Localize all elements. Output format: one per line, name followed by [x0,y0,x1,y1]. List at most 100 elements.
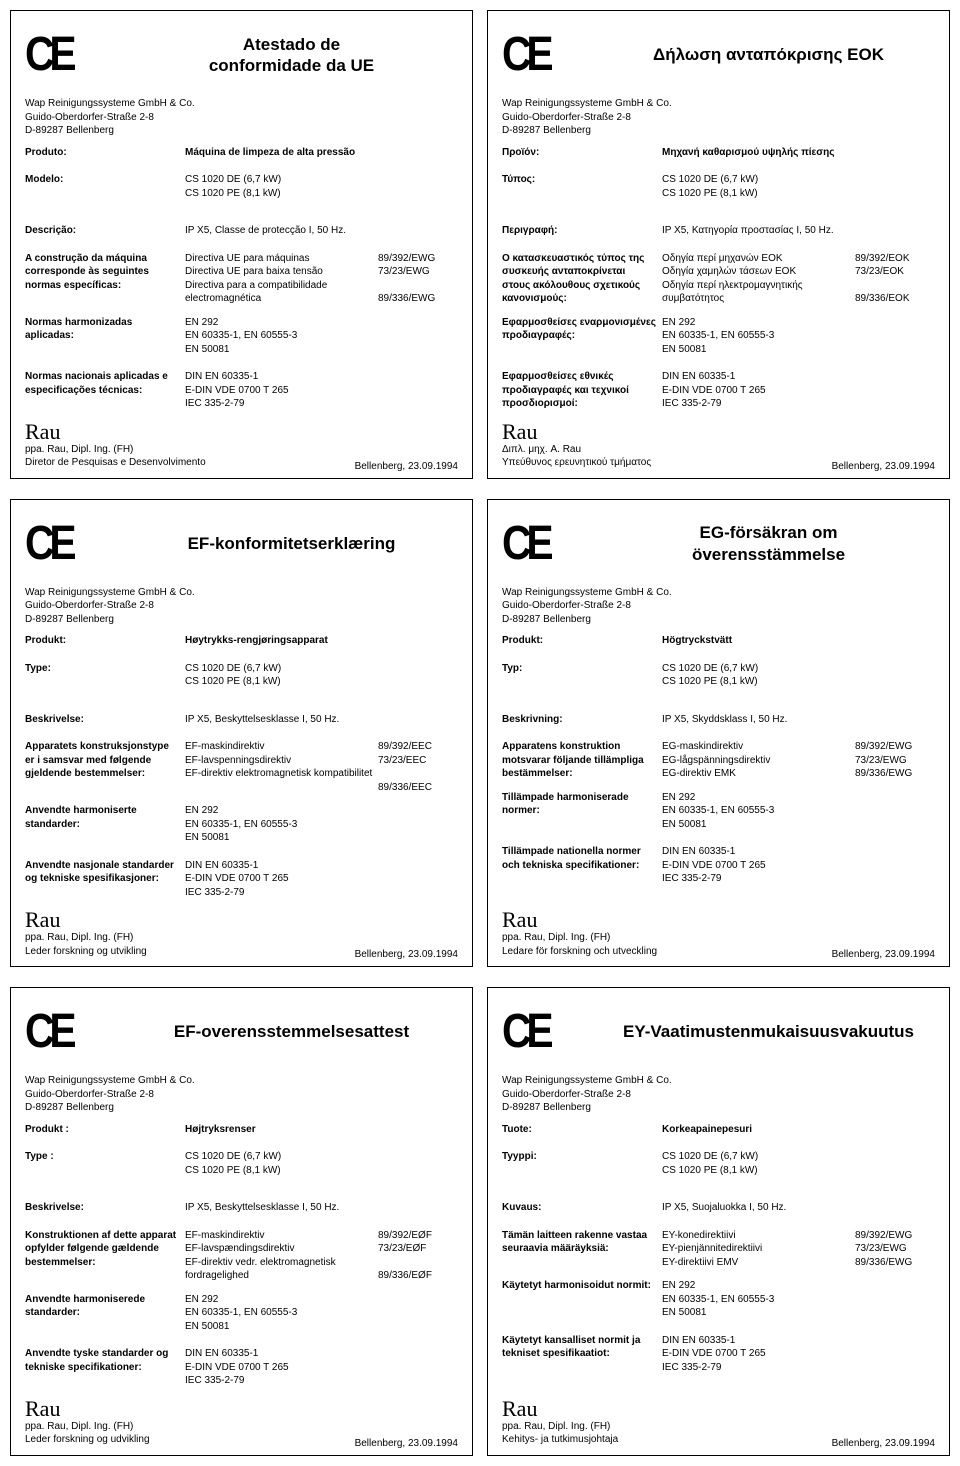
location-date: Bellenberg, 23.09.1994 [832,461,935,472]
label-product: Tuote: [502,1123,662,1137]
company-name: Wap Reinigungssysteme GmbH & Co. [502,586,935,600]
company-street: Guido-Oberdorfer-Straße 2-8 [25,111,458,125]
ce-mark: CE [502,31,587,79]
label-directives: Konstruktionen af dette apparat opfylder… [25,1229,185,1283]
company-city: D-89287 Bellenberg [502,124,935,138]
value-description: IP X5, Beskyttelsesklasse I, 50 Hz. [185,713,458,727]
label-model: Τύπος: [502,173,662,200]
label-harmonized: Normas harmonizadas aplicadas: [25,316,185,357]
value-harmonized: EN 292 EN 60335-1, EN 60555-3 EN 50081 [185,1293,458,1334]
directive-codes: 89/392/EWG 73/23/EWG 89/336/EWG [855,740,935,781]
row-description: Kuvaus: IP X5, Suojaluokka I, 50 Hz. [502,1201,935,1215]
signature-icon: Rau [25,909,458,931]
value-description: IP X5, Beskyttelsesklasse I, 50 Hz. [185,1201,458,1215]
value-product: Høytrykks-rengjøringsapparat [185,634,458,648]
row-product: Προϊόν: Μηχανή καθαρισμού υψηλής πίεσης [502,146,935,160]
company-address: Wap Reinigungssysteme GmbH & Co. Guido-O… [502,586,935,627]
company-city: D-89287 Bellenberg [25,613,458,627]
label-product: Produkt: [25,634,185,648]
company-address: Wap Reinigungssysteme GmbH & Co. Guido-O… [25,1074,458,1115]
label-description: Descrição: [25,224,185,238]
directive-codes: 89/392/EWG 73/23/EWG 89/336/EWG [855,1229,935,1270]
company-city: D-89287 Bellenberg [502,1101,935,1115]
location-date: Bellenberg, 23.09.1994 [355,949,458,960]
value-national: DIN EN 60335-1 E-DIN VDE 0700 T 265 IEC … [185,370,458,411]
value-national: DIN EN 60335-1 E-DIN VDE 0700 T 265 IEC … [662,370,935,411]
company-street: Guido-Oberdorfer-Straße 2-8 [502,111,935,125]
directives-list: EY-konedirektiivi EY-pienjännitedirektii… [662,1229,855,1270]
card-title: EY-Vaatimustenmukaisuusvakuutus [602,1021,935,1042]
row-harmonized: Anvendte harmoniserte standarder: EN 292… [25,804,458,845]
row-description: Descrição: IP X5, Classe de protecção I,… [25,224,458,238]
signature-icon: Rau [502,1398,935,1420]
label-model: Tyyppi: [502,1150,662,1177]
value-description: IP X5, Skyddsklass I, 50 Hz. [662,713,935,727]
company-street: Guido-Oberdorfer-Straße 2-8 [25,1088,458,1102]
label-product: Produkt: [502,634,662,648]
company-city: D-89287 Bellenberg [502,613,935,627]
label-directives: Apparatens konstruktion motsvarar följan… [502,740,662,781]
ce-mark: CE [502,1008,587,1056]
company-street: Guido-Oberdorfer-Straße 2-8 [25,599,458,613]
value-national: DIN EN 60335-1 E-DIN VDE 0700 T 265 IEC … [185,1347,458,1388]
label-national: Käytetyt kansalliset normit ja tekniset … [502,1334,662,1375]
row-directives: Apparatens konstruktion motsvarar följan… [502,740,935,781]
signature-icon: Rau [502,909,935,931]
label-model: Type: [25,662,185,689]
value-harmonized: EN 292 EN 60335-1, EN 60555-3 EN 50081 [662,316,935,357]
company-name: Wap Reinigungssysteme GmbH & Co. [25,1074,458,1088]
location-date: Bellenberg, 23.09.1994 [832,1438,935,1449]
value-model: CS 1020 DE (6,7 kW) CS 1020 PE (8,1 kW) [662,662,935,689]
location-date: Bellenberg, 23.09.1994 [355,461,458,472]
value-national: DIN EN 60335-1 E-DIN VDE 0700 T 265 IEC … [662,845,935,886]
label-directives: Tämän laitteen rakenne vastaa seuraavia … [502,1229,662,1270]
card-header: CE EG-försäkran omöverensstämmelse [502,512,935,576]
signer-name: ppa. Rau, Dipl. Ing. (FH) [502,931,935,945]
row-product: Produto: Máquina de limpeza de alta pres… [25,146,458,160]
label-directives: Apparatets konstruksjonstype er i samsva… [25,740,185,794]
value-national: DIN EN 60335-1 E-DIN VDE 0700 T 265 IEC … [185,859,458,900]
ce-mark: CE [25,520,110,568]
value-harmonized: EN 292 EN 60335-1, EN 60555-3 EN 50081 [185,316,458,357]
card-title: Atestado deconformidade da UE [125,34,458,77]
signer-name: ppa. Rau, Dipl. Ing. (FH) [25,1420,458,1434]
label-harmonized: Käytetyt harmonisoidut normit: [502,1279,662,1320]
label-national: Anvendte nasjonale standarder og teknisk… [25,859,185,900]
company-street: Guido-Oberdorfer-Straße 2-8 [502,1088,935,1102]
label-national: Anvendte tyske standarder og tekniske sp… [25,1347,185,1388]
row-description: Περιγραφή: IP X5, Κατηγορία προστασίας I… [502,224,935,238]
directive-codes: 89/392/EWG 73/23/EWG 89/336/EWG [378,252,458,306]
conformity-card: CE Δήλωση ανταπόκρισης ΕΟΚ Wap Reinigung… [487,10,950,479]
directive-codes: 89/392/EEC 73/23/EEC 89/336/EEC [378,740,458,794]
value-product: Máquina de limpeza de alta pressão [185,146,458,160]
value-harmonized: EN 292 EN 60335-1, EN 60555-3 EN 50081 [662,1279,935,1320]
value-model: CS 1020 DE (6,7 kW) CS 1020 PE (8,1 kW) [662,1150,935,1177]
conformity-card: CE EY-Vaatimustenmukaisuusvakuutus Wap R… [487,987,950,1456]
row-model: Typ: CS 1020 DE (6,7 kW) CS 1020 PE (8,1… [502,662,935,689]
company-address: Wap Reinigungssysteme GmbH & Co. Guido-O… [502,97,935,138]
label-directives: A construção da máquina corresponde às s… [25,252,185,306]
company-address: Wap Reinigungssysteme GmbH & Co. Guido-O… [502,1074,935,1115]
location-date: Bellenberg, 23.09.1994 [355,1438,458,1449]
row-directives: Ο κατασκευαστικός τύπος της συσκευής αντ… [502,252,935,306]
company-city: D-89287 Bellenberg [25,1101,458,1115]
value-model: CS 1020 DE (6,7 kW) CS 1020 PE (8,1 kW) [185,662,458,689]
label-product: Produto: [25,146,185,160]
label-directives: Ο κατασκευαστικός τύπος της συσκευής αντ… [502,252,662,306]
card-header: CE Atestado deconformidade da UE [25,23,458,87]
value-description: IP X5, Κατηγορία προστασίας I, 50 Hz. [662,224,935,238]
label-national: Tillämpade nationella normer och teknisk… [502,845,662,886]
row-model: Tyyppi: CS 1020 DE (6,7 kW) CS 1020 PE (… [502,1150,935,1177]
conformity-card: CE EF-konformitetserklæring Wap Reinigun… [10,499,473,968]
row-product: Produkt: Høytrykks-rengjøringsapparat [25,634,458,648]
row-national: Käytetyt kansalliset normit ja tekniset … [502,1334,935,1375]
company-name: Wap Reinigungssysteme GmbH & Co. [502,97,935,111]
row-harmonized: Tillämpade harmoniserade normer: EN 292 … [502,791,935,832]
label-model: Modelo: [25,173,185,200]
label-product: Produkt : [25,1123,185,1137]
ce-mark: CE [25,1008,110,1056]
directive-codes: 89/392/EØF 73/23/EØF 89/336/EØF [378,1229,458,1283]
conformity-card: CE EG-försäkran omöverensstämmelse Wap R… [487,499,950,968]
row-harmonized: Käytetyt harmonisoidut normit: EN 292 EN… [502,1279,935,1320]
ce-mark: CE [25,31,110,79]
